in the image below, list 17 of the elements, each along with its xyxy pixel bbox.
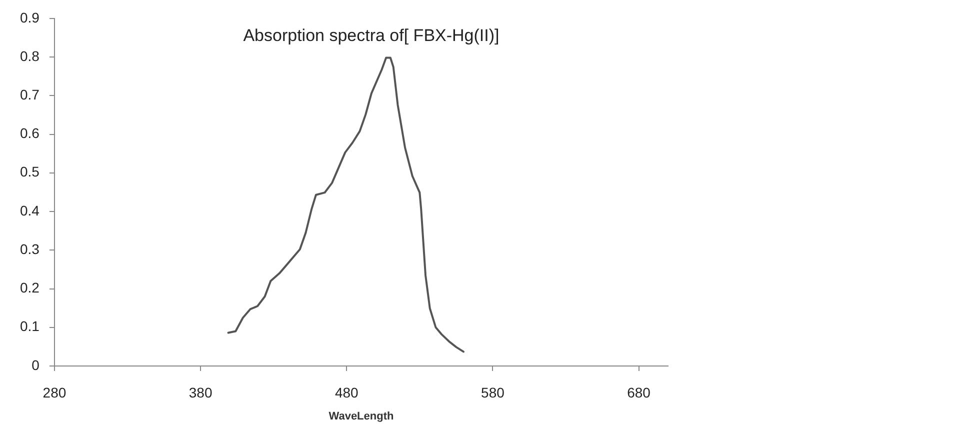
y-tick-label: 0.1 <box>20 318 40 334</box>
y-tick-label: 0 <box>32 356 40 373</box>
x-tick-label: 580 <box>481 384 505 400</box>
y-tick-label: 0.3 <box>20 240 40 257</box>
y-tick-label: 0.9 <box>20 9 40 26</box>
x-axis-title: WaveLength <box>328 410 394 422</box>
x-tick-label: 480 <box>334 384 359 400</box>
y-tick-label: 0.6 <box>20 125 40 142</box>
x-tick-label: 380 <box>188 384 212 400</box>
y-tick-label: 0.2 <box>20 280 40 296</box>
y-tick-label: 0.7 <box>20 86 40 103</box>
y-tick-label: 0.4 <box>20 202 40 218</box>
y-tick-label: 0.5 <box>20 164 40 180</box>
y-tick-label: 0.8 <box>20 48 40 64</box>
x-tick-label: 280 <box>42 384 66 400</box>
x-tick-label: 680 <box>627 384 651 400</box>
text: Absorption spectra of[ FBX-Hg(II)] <box>243 26 500 46</box>
